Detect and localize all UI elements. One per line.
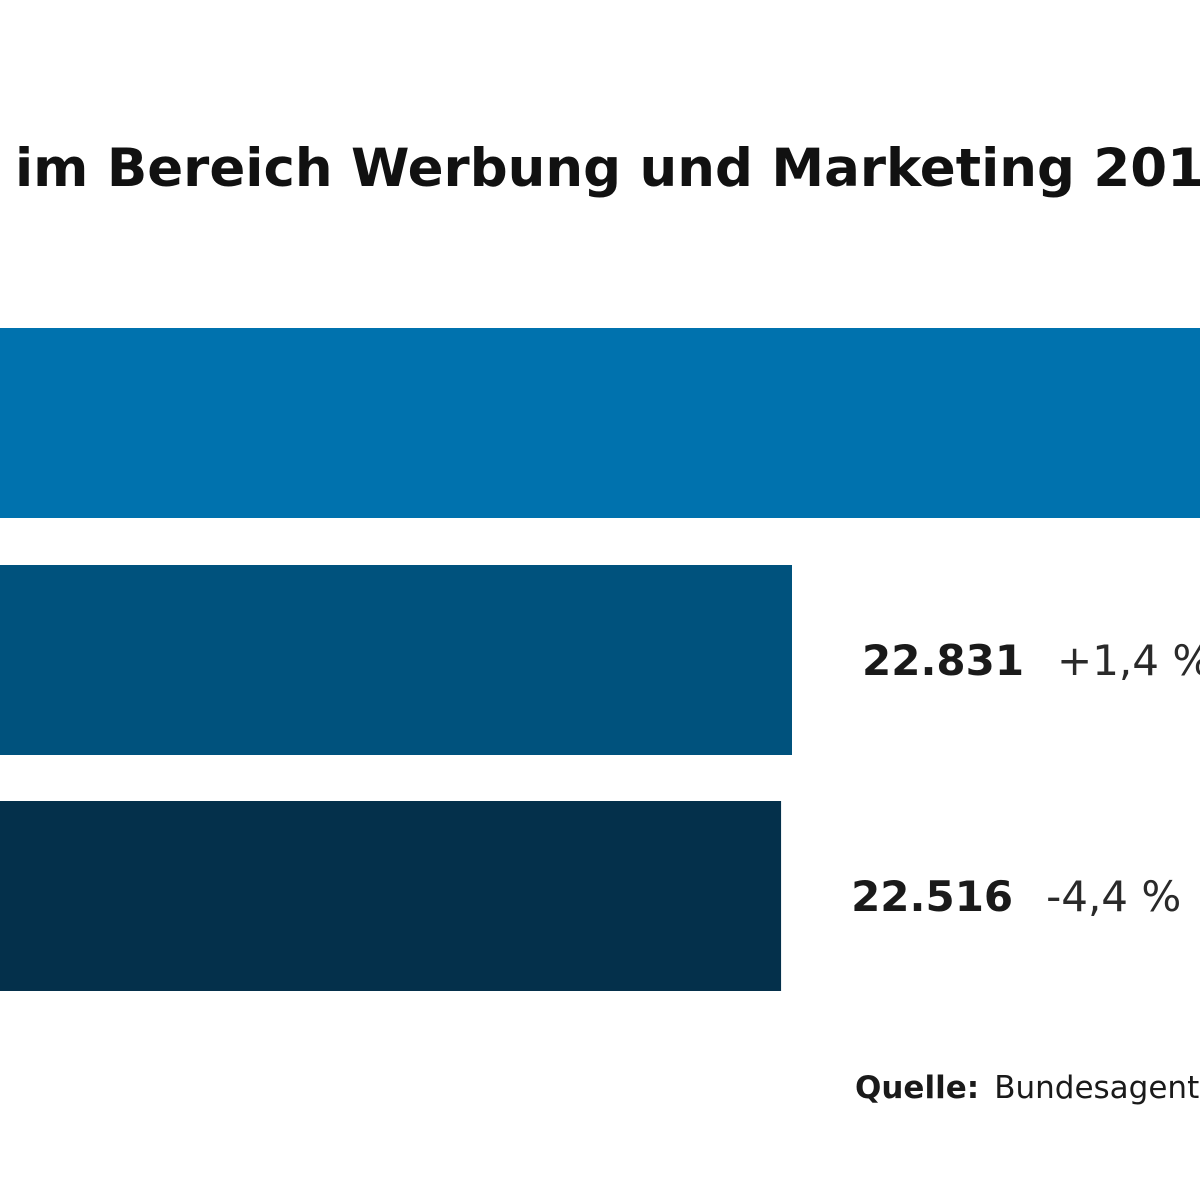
change-label-2: +1,4 % — [1057, 636, 1200, 685]
source-key: Quelle: — [855, 1070, 979, 1106]
bars-layer — [0, 328, 1200, 991]
labels-layer: 22.831 +1,4 % 22.516 -4,4 % — [851, 636, 1200, 921]
source-line: Quelle: Bundesagent — [855, 1070, 1199, 1106]
bar-2 — [0, 565, 792, 755]
chart-title: im Bereich Werbung und Marketing 2018 — [15, 138, 1200, 199]
bar-1 — [0, 328, 1200, 518]
value-label-3: 22.516 — [851, 872, 1013, 921]
bar-3 — [0, 801, 782, 991]
change-label-3: -4,4 % — [1046, 872, 1181, 921]
value-label-2: 22.831 — [862, 636, 1024, 685]
source-value: Bundesagent — [994, 1070, 1199, 1106]
